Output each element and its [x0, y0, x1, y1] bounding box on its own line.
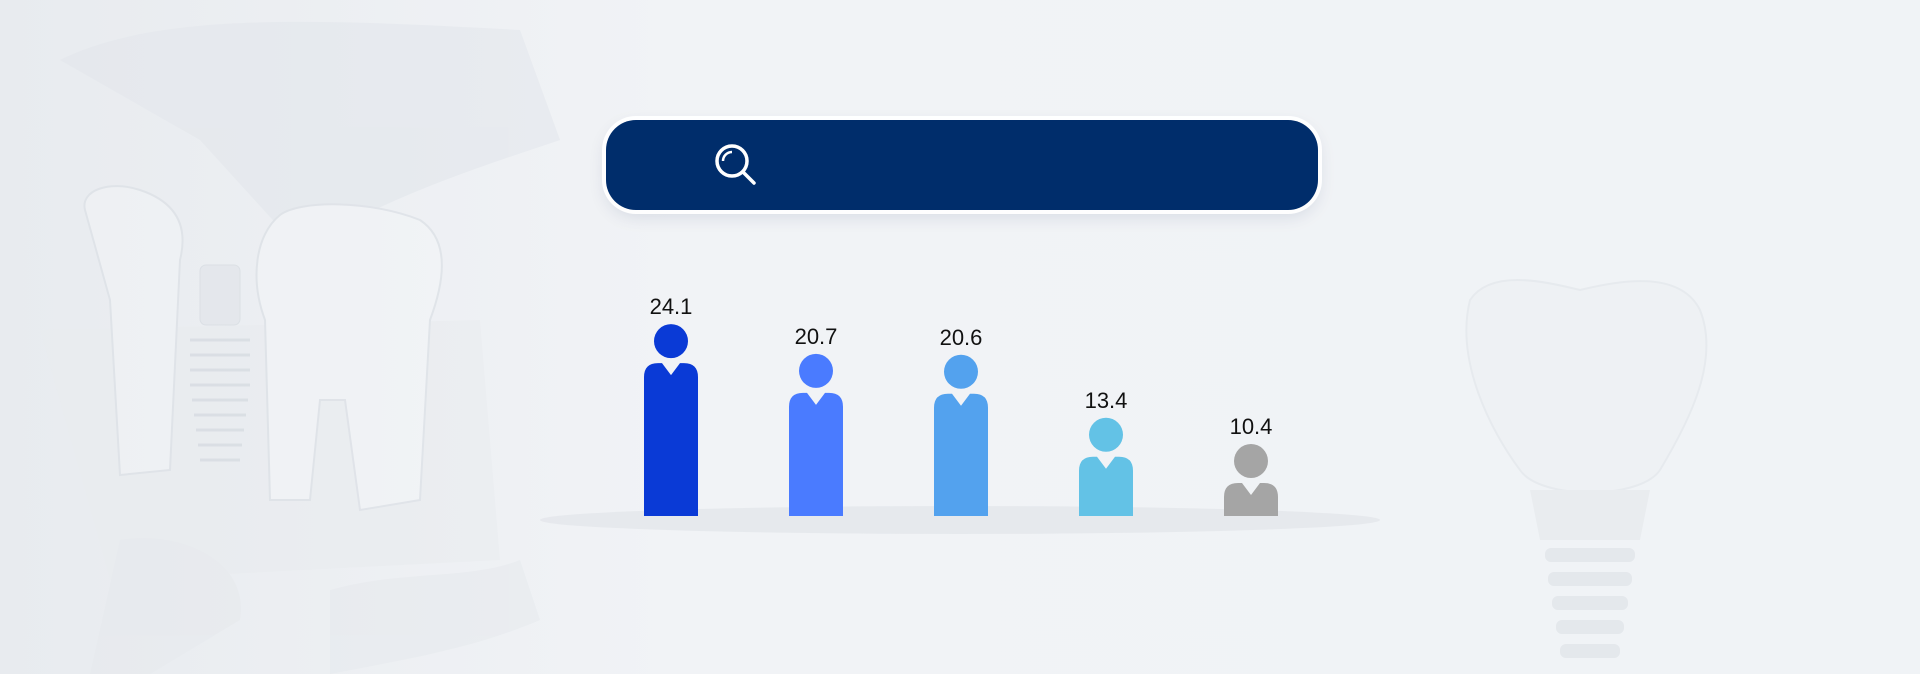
search-bar[interactable]	[606, 120, 1318, 210]
bar-head-4	[1089, 417, 1123, 452]
data-label-1: 24.1	[650, 294, 693, 319]
person-bar-5: 10.4	[1224, 414, 1278, 516]
person-bar-1: 24.1	[644, 294, 698, 516]
bar-body-5	[1224, 483, 1278, 516]
data-label-3: 20.6	[940, 325, 983, 350]
implant-crown-image	[1465, 279, 1708, 658]
bar-head-1	[654, 324, 688, 359]
bar-head-5	[1234, 444, 1268, 478]
bar-body-1	[644, 363, 698, 516]
person-bar-3: 20.6	[934, 325, 988, 516]
data-label-2: 20.7	[795, 324, 838, 349]
bar-head-2	[799, 353, 833, 388]
bar-body-3	[934, 393, 988, 516]
bar-body-2	[789, 392, 843, 516]
bar-body-4	[1079, 456, 1133, 516]
data-label-4: 13.4	[1085, 388, 1128, 413]
dental-implant-model-image	[40, 21, 560, 674]
search-icon[interactable]	[712, 141, 760, 189]
bar-head-3	[944, 354, 978, 389]
person-bar-2: 20.7	[789, 324, 843, 516]
data-label-5: 10.4	[1230, 414, 1273, 439]
person-bar-4: 13.4	[1079, 388, 1133, 516]
